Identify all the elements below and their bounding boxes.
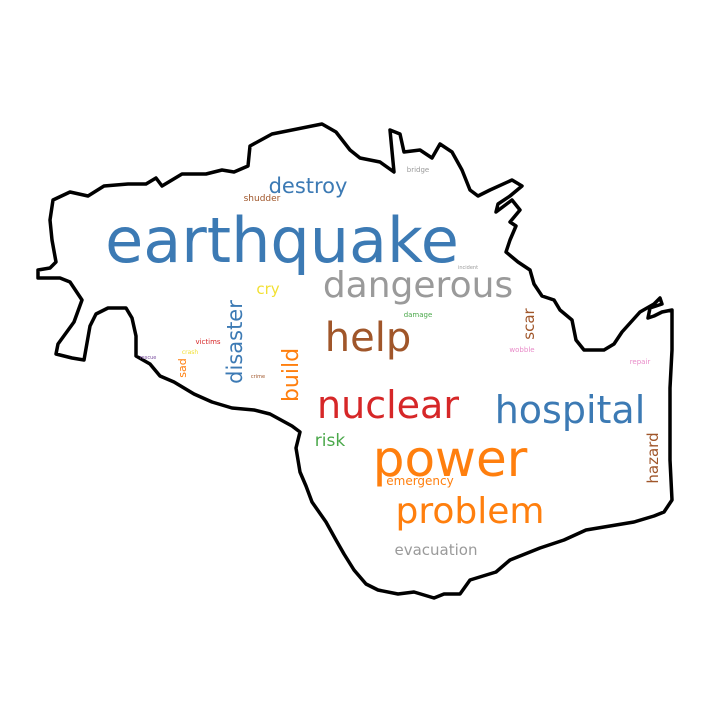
word-emergency: emergency	[386, 474, 453, 488]
word-evacuation: evacuation	[395, 541, 478, 559]
word-sad: sad	[176, 358, 189, 377]
word-damage: damage	[404, 311, 433, 319]
word-wobble: wobble	[509, 346, 534, 354]
word-disaster: disaster	[223, 300, 247, 384]
word-earthquake: earthquake	[105, 204, 459, 277]
word-help: help	[325, 315, 411, 361]
word-crash: crash	[182, 349, 199, 356]
word-destroy: destroy	[269, 174, 348, 198]
word-cry: cry	[256, 280, 279, 298]
word-hazard: hazard	[644, 432, 662, 483]
word-crime: crime	[251, 374, 265, 380]
word-dangerous: dangerous	[323, 265, 513, 306]
word-shudder: shudder	[244, 194, 281, 204]
word-nuclear: nuclear	[317, 383, 459, 427]
map-outline	[36, 122, 674, 600]
word-rescue: rescue	[140, 355, 157, 361]
word-risk: risk	[315, 431, 346, 451]
word-repair: repair	[630, 358, 651, 366]
word-problem: problem	[396, 491, 545, 532]
word-scar: scar	[520, 307, 538, 339]
word-power: power	[373, 430, 528, 488]
word-hospital: hospital	[495, 388, 646, 432]
word-build: build	[279, 348, 304, 402]
word-incident: incident	[458, 265, 478, 271]
word-bridge: bridge	[407, 166, 429, 174]
word-victims: victims	[195, 338, 220, 346]
